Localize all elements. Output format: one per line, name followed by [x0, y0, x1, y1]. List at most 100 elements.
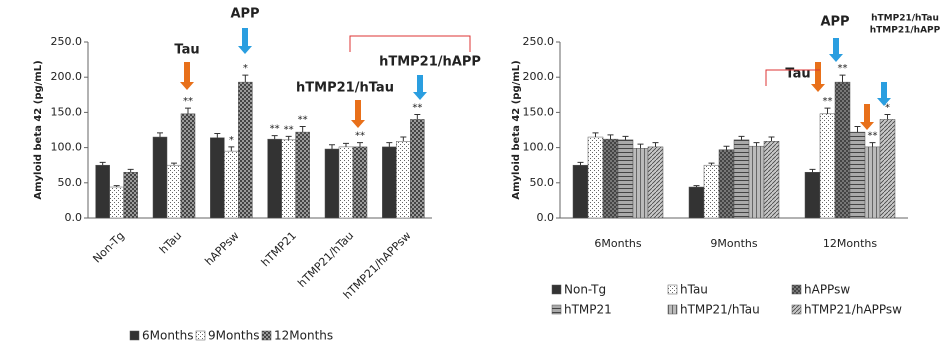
- error-bar: [185, 107, 191, 114]
- error-bar: [637, 143, 644, 149]
- annotation-arrow: [829, 38, 843, 62]
- annotation-arrow: [351, 100, 365, 128]
- y-tick-label: 150.0: [523, 105, 555, 118]
- legend-swatch: [551, 304, 562, 315]
- bar: [352, 146, 368, 219]
- bar: [396, 141, 411, 219]
- y-axis-title: Amyloid beta 42 (pg/mL): [511, 60, 522, 199]
- error-bar: [242, 74, 249, 83]
- error-bar: [592, 132, 599, 138]
- x-tick-label: hAPPsw: [202, 229, 241, 268]
- legend-swatch: [791, 304, 802, 315]
- bar: [267, 138, 282, 219]
- error-bar: [622, 135, 629, 140]
- legend-label: hTMP21/hTau: [680, 303, 760, 317]
- x-tick-label: hTMP21/hTau: [295, 229, 356, 290]
- annotation-arrow: [238, 28, 252, 54]
- bar: [95, 164, 110, 219]
- bar: [324, 148, 340, 219]
- significance-label: **: [412, 103, 422, 114]
- error-bar: [884, 114, 891, 120]
- bar: [210, 137, 225, 219]
- error-bar: [113, 185, 120, 188]
- x-tick-label: hTMP21: [259, 229, 299, 269]
- bar: [879, 119, 896, 219]
- y-tick-label: 200.0: [51, 70, 83, 83]
- error-bar: [357, 142, 363, 147]
- error-bar: [400, 136, 407, 142]
- bar: [819, 113, 836, 219]
- significance-label: **: [823, 96, 833, 107]
- y-tick-label: 250.0: [51, 35, 83, 48]
- annotation: APP: [230, 7, 259, 22]
- annotation: Tau: [174, 43, 199, 58]
- annotation-arrow: [811, 62, 825, 92]
- error-bar: [753, 142, 760, 147]
- bar: [849, 131, 866, 219]
- legend-label: Non-Tg: [564, 283, 606, 297]
- significance-label: **: [284, 124, 294, 135]
- x-tick-label: 12Months: [823, 237, 877, 250]
- y-tick-label: 100.0: [523, 141, 555, 154]
- error-bar: [228, 146, 235, 152]
- significance-label: **: [868, 131, 878, 142]
- bar: [733, 139, 750, 219]
- error-bar: [577, 161, 584, 166]
- error-bar: [869, 142, 876, 147]
- legend-label: hTau: [680, 283, 708, 297]
- error-bar: [214, 133, 221, 138]
- bar: [748, 145, 765, 219]
- error-bar: [99, 161, 106, 166]
- error-bar: [809, 168, 816, 173]
- error-bar: [127, 168, 134, 173]
- error-bar: [652, 142, 659, 147]
- comparison-bracket: [349, 35, 471, 52]
- error-bar: [607, 134, 614, 140]
- y-tick-label: 0.0: [537, 211, 555, 224]
- annotation-arrow: [860, 104, 874, 130]
- bar: [688, 186, 705, 219]
- bar: [123, 171, 138, 219]
- error-bar: [693, 185, 700, 188]
- bar: [109, 186, 124, 219]
- bar: [410, 119, 425, 219]
- bar: [804, 171, 821, 219]
- significance-label: **: [838, 63, 848, 74]
- error-bar: [343, 142, 349, 147]
- legend-label: hTMP21: [564, 303, 612, 317]
- legend-swatch: [551, 284, 562, 295]
- significance-label: **: [298, 114, 308, 125]
- significance-label: **: [355, 131, 365, 142]
- error-bar: [285, 135, 292, 140]
- bar: [572, 164, 589, 219]
- error-bar: [414, 114, 421, 120]
- annotation: hTMP21/hTau: [296, 81, 394, 96]
- significance-label: *: [885, 103, 890, 114]
- annotation-arrow: [877, 82, 891, 106]
- annotation: Tau: [785, 67, 810, 82]
- legend-label: hAPPsw: [804, 283, 850, 297]
- y-tick-label: 100.0: [51, 141, 83, 154]
- legend-swatch: [129, 330, 140, 341]
- significance-label: *: [243, 63, 248, 74]
- bar: [224, 150, 239, 219]
- x-tick-label: hTau: [157, 229, 184, 256]
- bar: [587, 136, 604, 219]
- error-bar: [723, 145, 730, 150]
- bar: [295, 131, 310, 219]
- bar: [718, 149, 735, 219]
- significance-label: **: [270, 124, 280, 135]
- x-tick-label: 6Months: [594, 237, 641, 250]
- error-bar: [738, 135, 745, 140]
- bar: [763, 141, 780, 219]
- x-tick-label: Non-Tg: [90, 229, 126, 265]
- y-tick-label: 150.0: [51, 105, 83, 118]
- y-axis-title: Amyloid beta 42 (pg/mL): [33, 60, 44, 199]
- bar: [647, 146, 664, 219]
- legend-label: 12Months: [274, 329, 333, 343]
- error-bar: [329, 144, 335, 150]
- bar: [152, 136, 168, 219]
- legend-label: 9Months: [208, 329, 260, 343]
- error-bar: [708, 162, 715, 166]
